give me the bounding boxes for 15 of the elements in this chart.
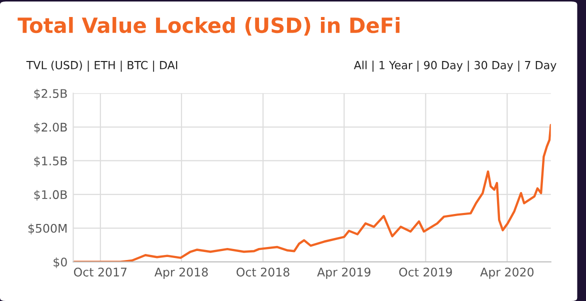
x-tick-label: Apr 2018 — [154, 268, 208, 279]
x-tick-label: Oct 2018 — [236, 268, 290, 277]
x-tick-label: Apr 2020 — [480, 268, 534, 279]
chart-title: Total Value Locked (USD) in DeFi — [18, 17, 400, 36]
y-tick-label: $1.0B — [34, 190, 67, 201]
y-tick-label: $1.5B — [34, 156, 67, 167]
x-tick-label: Apr 2019 — [317, 268, 370, 279]
y-tick-label: $2.0B — [34, 122, 67, 134]
y-tick-label: $0 — [54, 257, 67, 268]
text: All | 1 Year | 90 Day | 30 Day | 7 Day — [354, 60, 556, 72]
text: TVL (USD) | ETH | BTC | DAI — [26, 60, 178, 72]
x-tick-label: Oct 2019 — [399, 268, 452, 277]
y-tick-label: $500M — [28, 224, 67, 234]
y-tick-label: $2.5B — [34, 88, 67, 100]
x-tick-label: Oct 2017 — [74, 268, 127, 277]
